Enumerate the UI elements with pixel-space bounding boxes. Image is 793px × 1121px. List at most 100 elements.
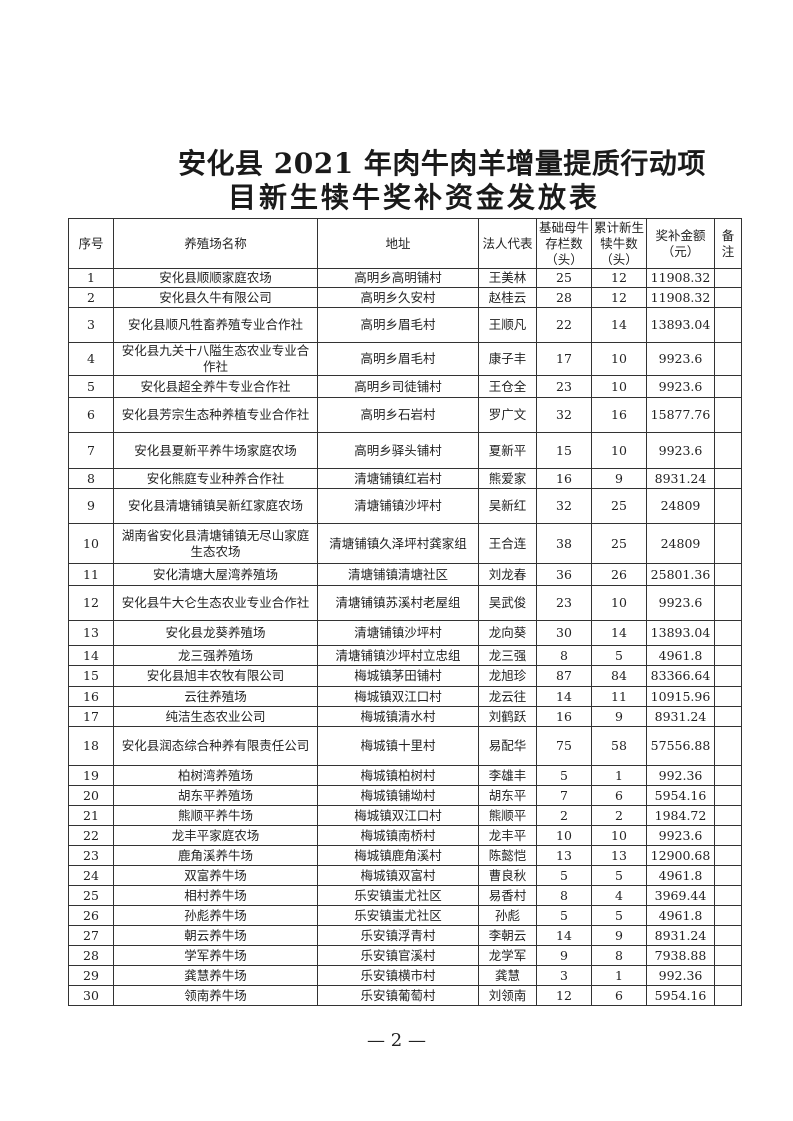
cell-legal-rep: 李朝云 (478, 925, 537, 946)
cell-new-calves: 6 (591, 785, 647, 806)
cell-remarks (714, 905, 742, 926)
cell-subsidy-amount: 4961.8 (646, 905, 715, 926)
cell-legal-rep: 王合连 (478, 523, 537, 564)
cell-farm-name: 安化县顺凡牲畜养殖专业合作社 (113, 307, 318, 343)
cell-farm-name: 安化县旭丰农牧有限公司 (113, 665, 318, 687)
cell-farm-name: 龙丰平家庭农场 (113, 825, 318, 846)
cell-index: 21 (68, 805, 114, 826)
cell-farm-name: 双富养牛场 (113, 865, 318, 886)
cell-remarks (714, 785, 742, 806)
cell-subsidy-amount: 8931.24 (646, 468, 715, 489)
cell-subsidy-amount: 8931.24 (646, 925, 715, 946)
cell-legal-rep: 刘领南 (478, 985, 537, 1006)
cell-base-cows: 22 (536, 307, 592, 343)
cell-farm-name: 柏树湾养殖场 (113, 765, 318, 786)
cell-legal-rep: 龙旭珍 (478, 665, 537, 687)
cell-subsidy-amount: 57556.88 (646, 726, 715, 766)
cell-index: 10 (68, 523, 114, 564)
cell-address: 高明乡石岩村 (317, 397, 479, 433)
cell-new-calves: 2 (591, 805, 647, 826)
cell-farm-name: 相村养牛场 (113, 885, 318, 906)
table-row: 19 柏树湾养殖场 梅城镇柏树村 李雄丰 5 1 992.36 (68, 765, 742, 786)
cell-remarks (714, 523, 742, 564)
table-header-row: 序号 养殖场名称 地址 法人代表 基础母牛存栏数（头） 累计新生犊牛数（头） 奖补金额（元）… (68, 218, 742, 269)
cell-base-cows: 5 (536, 905, 592, 926)
table-row: 28 学军养牛场 乐安镇官溪村 龙学军 9 8 7938.88 (68, 945, 742, 966)
cell-farm-name: 龙三强养殖场 (113, 645, 318, 666)
table-row: 10 湖南省安化县清塘铺镇无尽山家庭生态农场 清塘铺镇久泽坪村龚家组 王合连 38 25 2… (68, 523, 742, 564)
cell-farm-name: 安化县超全养牛专业合作社 (113, 375, 318, 398)
cell-subsidy-amount: 9923.6 (646, 432, 715, 469)
header-subsidy-amount: 奖补金额（元） (646, 218, 715, 269)
cell-legal-rep: 吴武俊 (478, 585, 537, 621)
cell-subsidy-amount: 9923.6 (646, 342, 715, 376)
cell-remarks (714, 287, 742, 308)
cell-remarks (714, 432, 742, 469)
cell-remarks (714, 845, 742, 866)
header-base-cows: 基础母牛存栏数（头） (536, 218, 592, 269)
cell-index: 2 (68, 287, 114, 308)
cell-subsidy-amount: 9923.6 (646, 375, 715, 398)
cell-farm-name: 安化县芳宗生态种养植专业合作社 (113, 397, 318, 433)
cell-index: 22 (68, 825, 114, 846)
cell-address: 梅城镇柏树村 (317, 765, 479, 786)
document-title-line-1: 安化县 2021 年肉牛肉羊增量提质行动项 (178, 147, 706, 180)
cell-base-cows: 8 (536, 885, 592, 906)
cell-base-cows: 15 (536, 432, 592, 469)
table-row: 4 安化县九关十八隘生态农业专业合作社 高明乡眉毛村 康子丰 17 10 9923.6 (68, 342, 742, 376)
cell-address: 梅城镇十里村 (317, 726, 479, 766)
table-row: 13 安化县龙葵养殖场 清塘铺镇沙坪村 龙向葵 30 14 13893.04 (68, 620, 742, 646)
cell-farm-name: 领南养牛场 (113, 985, 318, 1006)
cell-legal-rep: 李雄丰 (478, 765, 537, 786)
cell-new-calves: 10 (591, 432, 647, 469)
cell-address: 清塘铺镇久泽坪村龚家组 (317, 523, 479, 564)
cell-subsidy-amount: 9923.6 (646, 825, 715, 846)
cell-address: 高明乡驿头铺村 (317, 432, 479, 469)
cell-index: 6 (68, 397, 114, 433)
cell-index: 19 (68, 765, 114, 786)
cell-address: 梅城镇双江口村 (317, 686, 479, 707)
cell-index: 20 (68, 785, 114, 806)
cell-remarks (714, 620, 742, 646)
cell-farm-name: 安化县清塘铺镇吴新红家庭农场 (113, 488, 318, 524)
cell-remarks (714, 268, 742, 288)
cell-base-cows: 25 (536, 268, 592, 288)
subsidy-table: 序号 养殖场名称 地址 法人代表 基础母牛存栏数（头） 累计新生犊牛数（头） 奖补金额（元）… (68, 218, 742, 1006)
cell-new-calves: 5 (591, 645, 647, 666)
cell-farm-name: 安化熊庭专业种养合作社 (113, 468, 318, 489)
cell-legal-rep: 王顺凡 (478, 307, 537, 343)
cell-farm-name: 安化清塘大屋湾养殖场 (113, 563, 318, 586)
cell-subsidy-amount: 992.36 (646, 965, 715, 986)
cell-remarks (714, 765, 742, 786)
cell-subsidy-amount: 15877.76 (646, 397, 715, 433)
cell-index: 9 (68, 488, 114, 524)
cell-legal-rep: 易香村 (478, 885, 537, 906)
table-row: 7 安化县夏新平养牛场家庭农场 高明乡驿头铺村 夏新平 15 10 9923.6 (68, 432, 742, 469)
cell-base-cows: 17 (536, 342, 592, 376)
cell-base-cows: 9 (536, 945, 592, 966)
cell-address: 乐安镇官溪村 (317, 945, 479, 966)
cell-farm-name: 安化县顺顺家庭农场 (113, 268, 318, 288)
cell-base-cows: 3 (536, 965, 592, 986)
cell-legal-rep: 龙学军 (478, 945, 537, 966)
cell-address: 高明乡眉毛村 (317, 307, 479, 343)
cell-new-calves: 12 (591, 268, 647, 288)
cell-base-cows: 87 (536, 665, 592, 687)
cell-base-cows: 75 (536, 726, 592, 766)
cell-legal-rep: 易配华 (478, 726, 537, 766)
cell-index: 29 (68, 965, 114, 986)
cell-new-calves: 25 (591, 488, 647, 524)
cell-farm-name: 纯洁生态农业公司 (113, 706, 318, 727)
cell-index: 28 (68, 945, 114, 966)
table-row: 12 安化县牛大仑生态农业专业合作社 清塘铺镇苏溪村老屋组 吴武俊 23 10 9923.6 (68, 585, 742, 621)
cell-address: 乐安镇横市村 (317, 965, 479, 986)
cell-subsidy-amount: 25801.36 (646, 563, 715, 586)
table-row: 1 安化县顺顺家庭农场 高明乡高明铺村 王美林 25 12 11908.32 (68, 268, 742, 288)
cell-subsidy-amount: 5954.16 (646, 985, 715, 1006)
cell-new-calves: 14 (591, 307, 647, 343)
cell-index: 4 (68, 342, 114, 376)
cell-farm-name: 孙彪养牛场 (113, 905, 318, 926)
cell-base-cows: 38 (536, 523, 592, 564)
cell-remarks (714, 686, 742, 707)
cell-address: 梅城镇清水村 (317, 706, 479, 727)
